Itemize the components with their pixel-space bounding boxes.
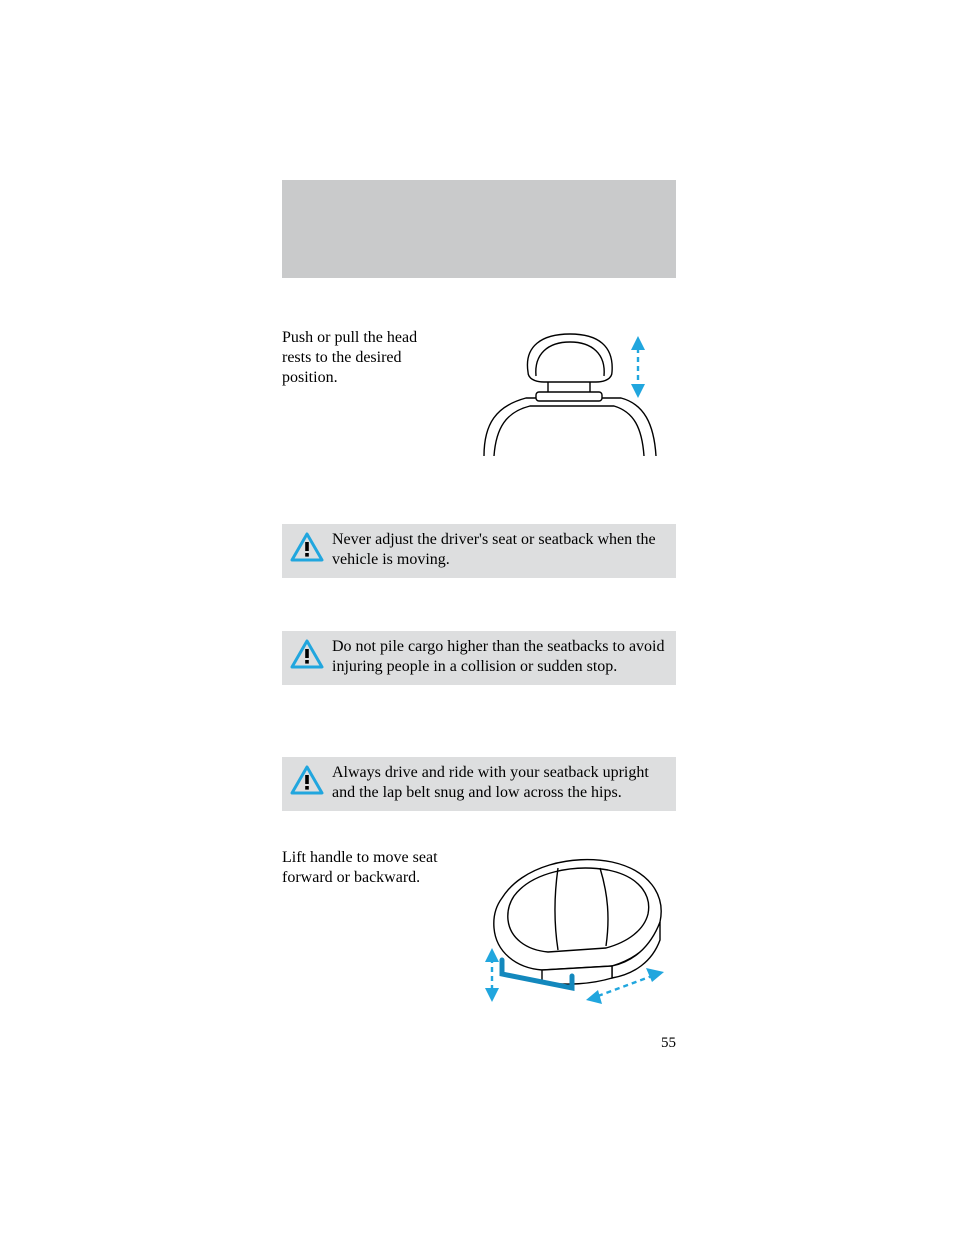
seat-slide-instruction-text: Lift handle to move seat forward or back…	[282, 848, 448, 1018]
seat-slide-figure	[462, 848, 676, 1018]
headrest-instruction-row: Push or pull the head rests to the desir…	[282, 328, 676, 458]
headrest-illustration	[466, 328, 676, 458]
page-number: 55	[282, 1035, 676, 1052]
warning-text: Never adjust the driver's seat or seatba…	[332, 531, 656, 568]
headrest-figure	[462, 328, 676, 458]
header-banner	[282, 180, 676, 278]
seat-cushion-illustration	[462, 848, 676, 1018]
warning-text: Always drive and ride with your seatback…	[332, 764, 649, 801]
headrest-instruction-text: Push or pull the head rests to the desir…	[282, 328, 448, 458]
warning-triangle-icon	[290, 639, 324, 669]
warning-block: Never adjust the driver's seat or seatba…	[282, 524, 676, 578]
page: Push or pull the head rests to the desir…	[0, 0, 954, 1235]
warning-triangle-icon	[290, 765, 324, 795]
warning-block: Always drive and ride with your seatback…	[282, 757, 676, 811]
warning-text: Do not pile cargo higher than the seatba…	[332, 638, 665, 675]
warning-block: Do not pile cargo higher than the seatba…	[282, 631, 676, 685]
seat-slide-instruction-row: Lift handle to move seat forward or back…	[282, 848, 676, 1018]
warning-triangle-icon	[290, 532, 324, 562]
